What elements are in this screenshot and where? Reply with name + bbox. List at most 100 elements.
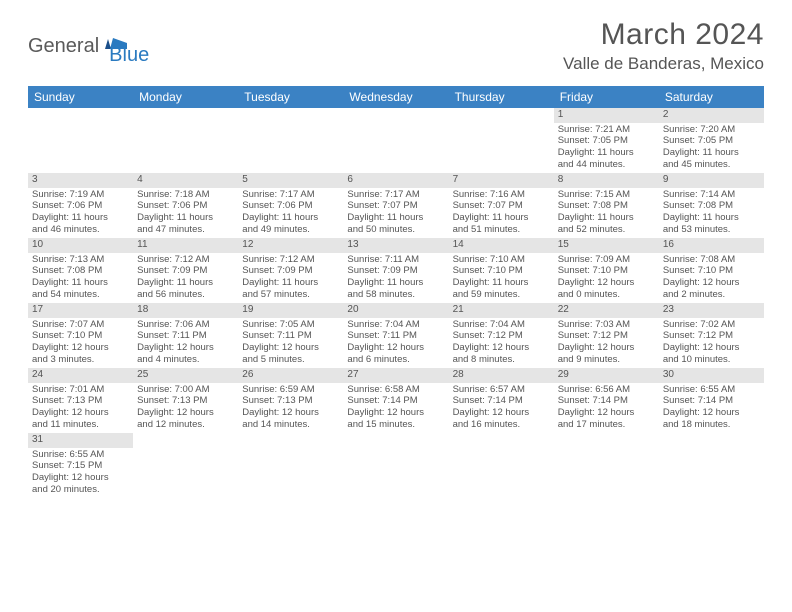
daylight-text: Daylight: 12 hours xyxy=(558,277,655,289)
weekday-header: Thursday xyxy=(449,86,554,108)
sunrise-text: Sunrise: 6:57 AM xyxy=(453,384,550,396)
daylight-text: and 0 minutes. xyxy=(558,289,655,301)
daylight-text: Daylight: 11 hours xyxy=(663,147,760,159)
day-detail-cell: Sunrise: 7:17 AMSunset: 7:07 PMDaylight:… xyxy=(343,188,448,239)
detail-row: Sunrise: 7:21 AMSunset: 7:05 PMDaylight:… xyxy=(28,123,764,174)
day-number-cell: 13 xyxy=(343,238,448,253)
sunrise-text: Sunrise: 7:04 AM xyxy=(453,319,550,331)
daylight-text: and 15 minutes. xyxy=(347,419,444,431)
day-number-cell: 31 xyxy=(28,433,133,448)
sunset-text: Sunset: 7:09 PM xyxy=(347,265,444,277)
daynum-row: 24252627282930 xyxy=(28,368,764,383)
daynum-row: 10111213141516 xyxy=(28,238,764,253)
sunrise-text: Sunrise: 6:58 AM xyxy=(347,384,444,396)
day-number-cell: 10 xyxy=(28,238,133,253)
day-detail-cell: Sunrise: 7:09 AMSunset: 7:10 PMDaylight:… xyxy=(554,253,659,304)
day-detail-cell xyxy=(343,448,448,499)
daylight-text: Daylight: 11 hours xyxy=(137,212,234,224)
daylight-text: Daylight: 12 hours xyxy=(663,277,760,289)
day-detail-cell: Sunrise: 7:19 AMSunset: 7:06 PMDaylight:… xyxy=(28,188,133,239)
sunset-text: Sunset: 7:05 PM xyxy=(558,135,655,147)
daylight-text: Daylight: 11 hours xyxy=(347,277,444,289)
day-detail-cell: Sunrise: 7:02 AMSunset: 7:12 PMDaylight:… xyxy=(659,318,764,369)
day-number-cell xyxy=(28,108,133,123)
day-detail-cell: Sunrise: 7:12 AMSunset: 7:09 PMDaylight:… xyxy=(238,253,343,304)
daylight-text: and 54 minutes. xyxy=(32,289,129,301)
daylight-text: Daylight: 12 hours xyxy=(32,407,129,419)
sunrise-text: Sunrise: 7:09 AM xyxy=(558,254,655,266)
sunrise-text: Sunrise: 7:20 AM xyxy=(663,124,760,136)
day-number-cell: 11 xyxy=(133,238,238,253)
daynum-row: 17181920212223 xyxy=(28,303,764,318)
sunrise-text: Sunrise: 7:14 AM xyxy=(663,189,760,201)
day-number-cell: 2 xyxy=(659,108,764,123)
sunrise-text: Sunrise: 7:00 AM xyxy=(137,384,234,396)
sunrise-text: Sunrise: 7:12 AM xyxy=(137,254,234,266)
day-number-cell: 3 xyxy=(28,173,133,188)
sunrise-text: Sunrise: 7:10 AM xyxy=(453,254,550,266)
daylight-text: Daylight: 11 hours xyxy=(137,277,234,289)
day-number-cell xyxy=(659,433,764,448)
day-number-cell: 22 xyxy=(554,303,659,318)
daylight-text: Daylight: 12 hours xyxy=(242,342,339,354)
day-number-cell: 5 xyxy=(238,173,343,188)
day-detail-cell xyxy=(659,448,764,499)
weekday-header: Sunday xyxy=(28,86,133,108)
daylight-text: Daylight: 11 hours xyxy=(453,212,550,224)
day-detail-cell xyxy=(28,123,133,174)
day-number-cell: 26 xyxy=(238,368,343,383)
sunset-text: Sunset: 7:05 PM xyxy=(663,135,760,147)
day-number-cell: 29 xyxy=(554,368,659,383)
daylight-text: Daylight: 12 hours xyxy=(558,407,655,419)
daylight-text: and 18 minutes. xyxy=(663,419,760,431)
sunset-text: Sunset: 7:06 PM xyxy=(137,200,234,212)
daylight-text: Daylight: 12 hours xyxy=(32,342,129,354)
logo-text-general: General xyxy=(28,35,99,58)
day-detail-cell: Sunrise: 6:58 AMSunset: 7:14 PMDaylight:… xyxy=(343,383,448,434)
sunset-text: Sunset: 7:08 PM xyxy=(558,200,655,212)
sunset-text: Sunset: 7:14 PM xyxy=(347,395,444,407)
logo: General Blue xyxy=(28,18,149,67)
day-number-cell: 24 xyxy=(28,368,133,383)
sunset-text: Sunset: 7:10 PM xyxy=(453,265,550,277)
daylight-text: and 50 minutes. xyxy=(347,224,444,236)
sunrise-text: Sunrise: 7:21 AM xyxy=(558,124,655,136)
daylight-text: and 12 minutes. xyxy=(137,419,234,431)
daylight-text: Daylight: 12 hours xyxy=(453,407,550,419)
daylight-text: Daylight: 12 hours xyxy=(137,407,234,419)
sunset-text: Sunset: 7:08 PM xyxy=(32,265,129,277)
day-number-cell: 25 xyxy=(133,368,238,383)
detail-row: Sunrise: 6:55 AMSunset: 7:15 PMDaylight:… xyxy=(28,448,764,499)
day-number-cell xyxy=(554,433,659,448)
sunset-text: Sunset: 7:06 PM xyxy=(32,200,129,212)
day-number-cell: 18 xyxy=(133,303,238,318)
day-detail-cell xyxy=(343,123,448,174)
sunrise-text: Sunrise: 7:01 AM xyxy=(32,384,129,396)
sunrise-text: Sunrise: 7:15 AM xyxy=(558,189,655,201)
sunset-text: Sunset: 7:11 PM xyxy=(347,330,444,342)
daylight-text: and 8 minutes. xyxy=(453,354,550,366)
daynum-row: 31 xyxy=(28,433,764,448)
sunset-text: Sunset: 7:15 PM xyxy=(32,460,129,472)
sunrise-text: Sunrise: 6:55 AM xyxy=(32,449,129,461)
location: Valle de Banderas, Mexico xyxy=(563,54,764,74)
sunrise-text: Sunrise: 6:56 AM xyxy=(558,384,655,396)
day-number-cell: 30 xyxy=(659,368,764,383)
sunset-text: Sunset: 7:13 PM xyxy=(32,395,129,407)
daylight-text: Daylight: 12 hours xyxy=(137,342,234,354)
day-detail-cell: Sunrise: 6:55 AMSunset: 7:15 PMDaylight:… xyxy=(28,448,133,499)
daylight-text: and 59 minutes. xyxy=(453,289,550,301)
daylight-text: Daylight: 11 hours xyxy=(242,212,339,224)
day-detail-cell xyxy=(133,123,238,174)
daylight-text: and 49 minutes. xyxy=(242,224,339,236)
day-detail-cell: Sunrise: 7:14 AMSunset: 7:08 PMDaylight:… xyxy=(659,188,764,239)
sunset-text: Sunset: 7:14 PM xyxy=(453,395,550,407)
month-title: March 2024 xyxy=(563,18,764,52)
day-detail-cell xyxy=(133,448,238,499)
daylight-text: Daylight: 12 hours xyxy=(347,342,444,354)
sunset-text: Sunset: 7:13 PM xyxy=(137,395,234,407)
day-number-cell: 14 xyxy=(449,238,554,253)
daylight-text: Daylight: 11 hours xyxy=(558,212,655,224)
day-number-cell: 21 xyxy=(449,303,554,318)
sunrise-text: Sunrise: 6:55 AM xyxy=(663,384,760,396)
